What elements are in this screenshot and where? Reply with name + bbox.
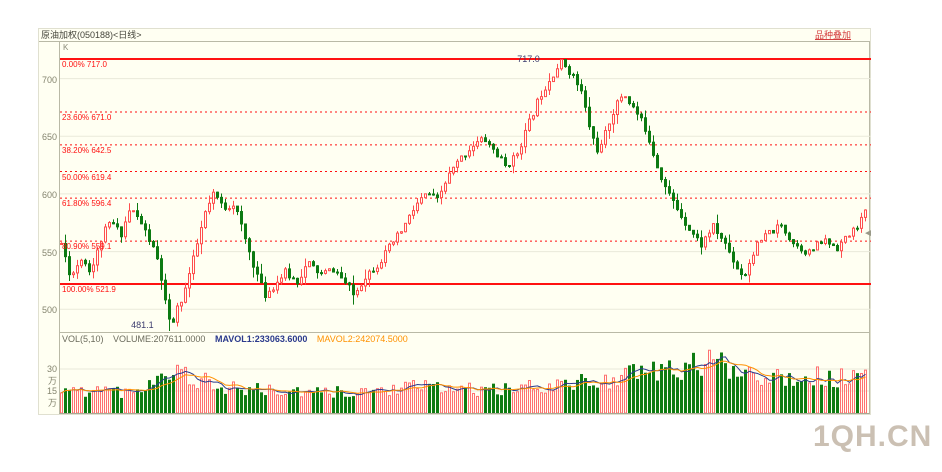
price-axis-tick: 550	[41, 247, 57, 258]
chart-title: 原油加权(050188)<日线>	[41, 30, 142, 40]
vol-indicator-label: VOL(5,10)	[62, 334, 104, 344]
titlebar: 原油加权(050188)<日线> 品种叠加	[39, 29, 870, 42]
volume-header: VOL(5,10) VOLUME:207611.0000 MAVOL1:2330…	[62, 334, 415, 344]
mavol1-value: MAVOL1:233063.6000	[214, 334, 308, 344]
last-price-marker	[865, 230, 871, 237]
chart-widget: 原油加权(050188)<日线> 品种叠加 K 0.00% 717.0 23.60…	[38, 28, 871, 415]
overlay-link[interactable]: 品种叠加	[814, 30, 851, 40]
price-pane[interactable]: K 0.00% 717.0 23.60% 671.0 38.20% 642.5 50.…	[59, 42, 871, 332]
volume-axis-tick: 15万	[46, 385, 57, 408]
indicator-k-label: K	[63, 43, 69, 52]
candlestick-chart	[60, 58, 871, 332]
price-axis-tick: 600	[41, 189, 57, 200]
volume-pane[interactable]: VOL(5,10) VOLUME:207611.0000 MAVOL1:2330…	[59, 332, 870, 414]
price-axis-tick: 700	[41, 74, 57, 85]
volume-axis-tick: 30万	[46, 363, 57, 386]
mavol-line	[61, 360, 866, 394]
watermark: 1QH.CN	[813, 420, 933, 453]
volume-chart	[60, 349, 869, 413]
mavol2-value: MAVOL2:242074.5000	[316, 334, 408, 344]
price-axis-tick: 650	[41, 132, 57, 143]
price-axis-tick: 500	[41, 305, 57, 316]
volume-value: VOLUME:207611.0000	[113, 334, 206, 344]
